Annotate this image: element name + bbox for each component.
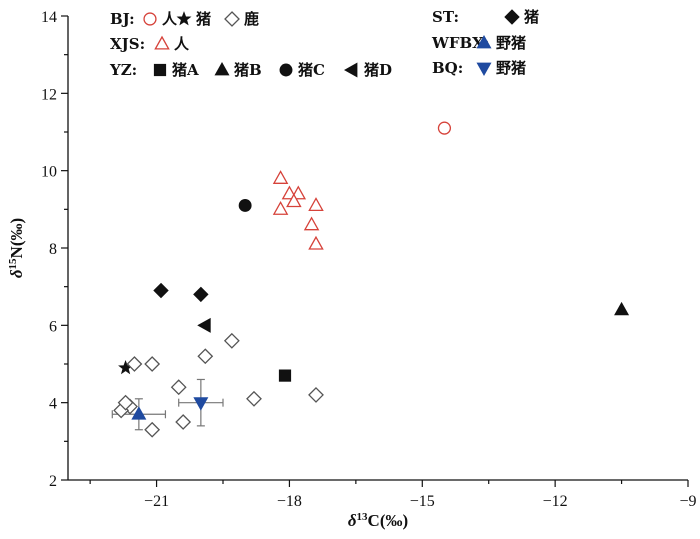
data-point-triangle-up <box>131 406 147 420</box>
data-point-diamond-open <box>223 332 240 349</box>
legend-site-label: BJ: <box>110 10 135 28</box>
data-point-circle <box>238 199 252 212</box>
legend-site-label: WFBX: <box>431 34 489 52</box>
y-tick-label: 4 <box>49 396 57 413</box>
legend-site-label: ST: <box>432 8 459 26</box>
y-tick-label: 12 <box>41 86 57 103</box>
x-tick-label: −18 <box>277 493 302 510</box>
legend-site-label: BQ: <box>432 59 463 77</box>
data-point-triangle-up-open <box>272 201 289 215</box>
legend-marker-circle <box>279 63 293 77</box>
data-point-triangle-left <box>197 317 211 333</box>
data-point-diamond-open <box>144 356 161 372</box>
data-point-triangle-up-open <box>308 197 324 212</box>
legend-marker-triangle-up <box>476 34 492 49</box>
legend-marker-triangle-up-open <box>154 35 170 50</box>
data-point-diamond-open <box>170 379 187 396</box>
y-tick-label: 14 <box>41 9 57 26</box>
legend-item-label: 人 <box>162 10 178 28</box>
data-point-triangle-up <box>614 301 630 316</box>
data-point-square <box>278 369 292 382</box>
data-point-diamond-open <box>246 390 262 407</box>
data-point-diamond-open <box>144 421 161 438</box>
data-point-diamond-open <box>197 348 214 365</box>
legend-item-label: 人 <box>174 35 190 53</box>
legend-site-label: XJS: <box>110 35 145 53</box>
legend-item-label: 猪D <box>363 61 392 79</box>
data-point-diamond-open <box>175 414 192 430</box>
data-points <box>113 121 630 438</box>
x-tick-label: −12 <box>543 493 568 510</box>
legend-marker-triangle-left <box>343 62 358 78</box>
legend-site-label: YZ: <box>109 61 137 79</box>
legend-marker-star <box>176 11 192 26</box>
data-point-triangle-up-open <box>272 170 289 184</box>
x-axis-title: δ13C(‰) <box>348 511 408 530</box>
legend-item-label: 猪 <box>523 8 539 26</box>
data-point-triangle-down <box>193 397 209 411</box>
legend-marker-square <box>153 63 167 77</box>
data-point-diamond-open <box>308 387 324 403</box>
x-tick-label: −9 <box>679 493 696 510</box>
legend-marker-circle-open <box>143 12 157 26</box>
data-point-diamond-open <box>117 394 134 411</box>
y-tick-label: 6 <box>49 318 57 335</box>
data-point-triangle-up-open <box>286 193 302 208</box>
legend-item-label: 猪B <box>233 61 262 79</box>
legend-item-label: 野猪 <box>496 34 526 52</box>
y-tick-label: 8 <box>49 241 57 258</box>
y-tick-label: 10 <box>41 164 57 181</box>
data-point-triangle-up-open <box>303 216 320 231</box>
legend-item-label: 鹿 <box>244 10 259 28</box>
data-point-circle-open <box>437 121 452 135</box>
data-point-diamond-open <box>126 356 143 372</box>
data-point-diamond <box>153 282 169 299</box>
legend-item-label: 猪C <box>297 61 325 79</box>
legend-marker-triangle-down <box>476 62 492 77</box>
x-tick-label: −21 <box>144 493 169 510</box>
legend-marker-diamond-open <box>224 11 240 27</box>
data-point-diamond <box>193 286 209 303</box>
data-point-triangle-up-open <box>308 235 324 250</box>
legend-marker-triangle-up <box>214 61 230 76</box>
x-tick-label: −15 <box>410 493 435 510</box>
legend-marker-diamond <box>504 9 520 25</box>
y-axis-title: δ15N(‰) <box>7 218 26 278</box>
axes: −21 −18 −15 −12 −9 2 4 6 8 10 12 14 δ13C(‰) δ15N(‰) <box>7 9 697 530</box>
legend-item-label: 猪A <box>171 61 199 79</box>
y-tick-label: 2 <box>49 473 57 490</box>
legend-item-label: 猪 <box>195 10 211 28</box>
legend: BJ: 人猪鹿XJS: 人YZ: 猪A 猪B 猪C 猪DST: 猪WFBX: 野猪BQ: 野猪 <box>109 8 539 79</box>
legend-item-label: 野猪 <box>496 59 526 77</box>
